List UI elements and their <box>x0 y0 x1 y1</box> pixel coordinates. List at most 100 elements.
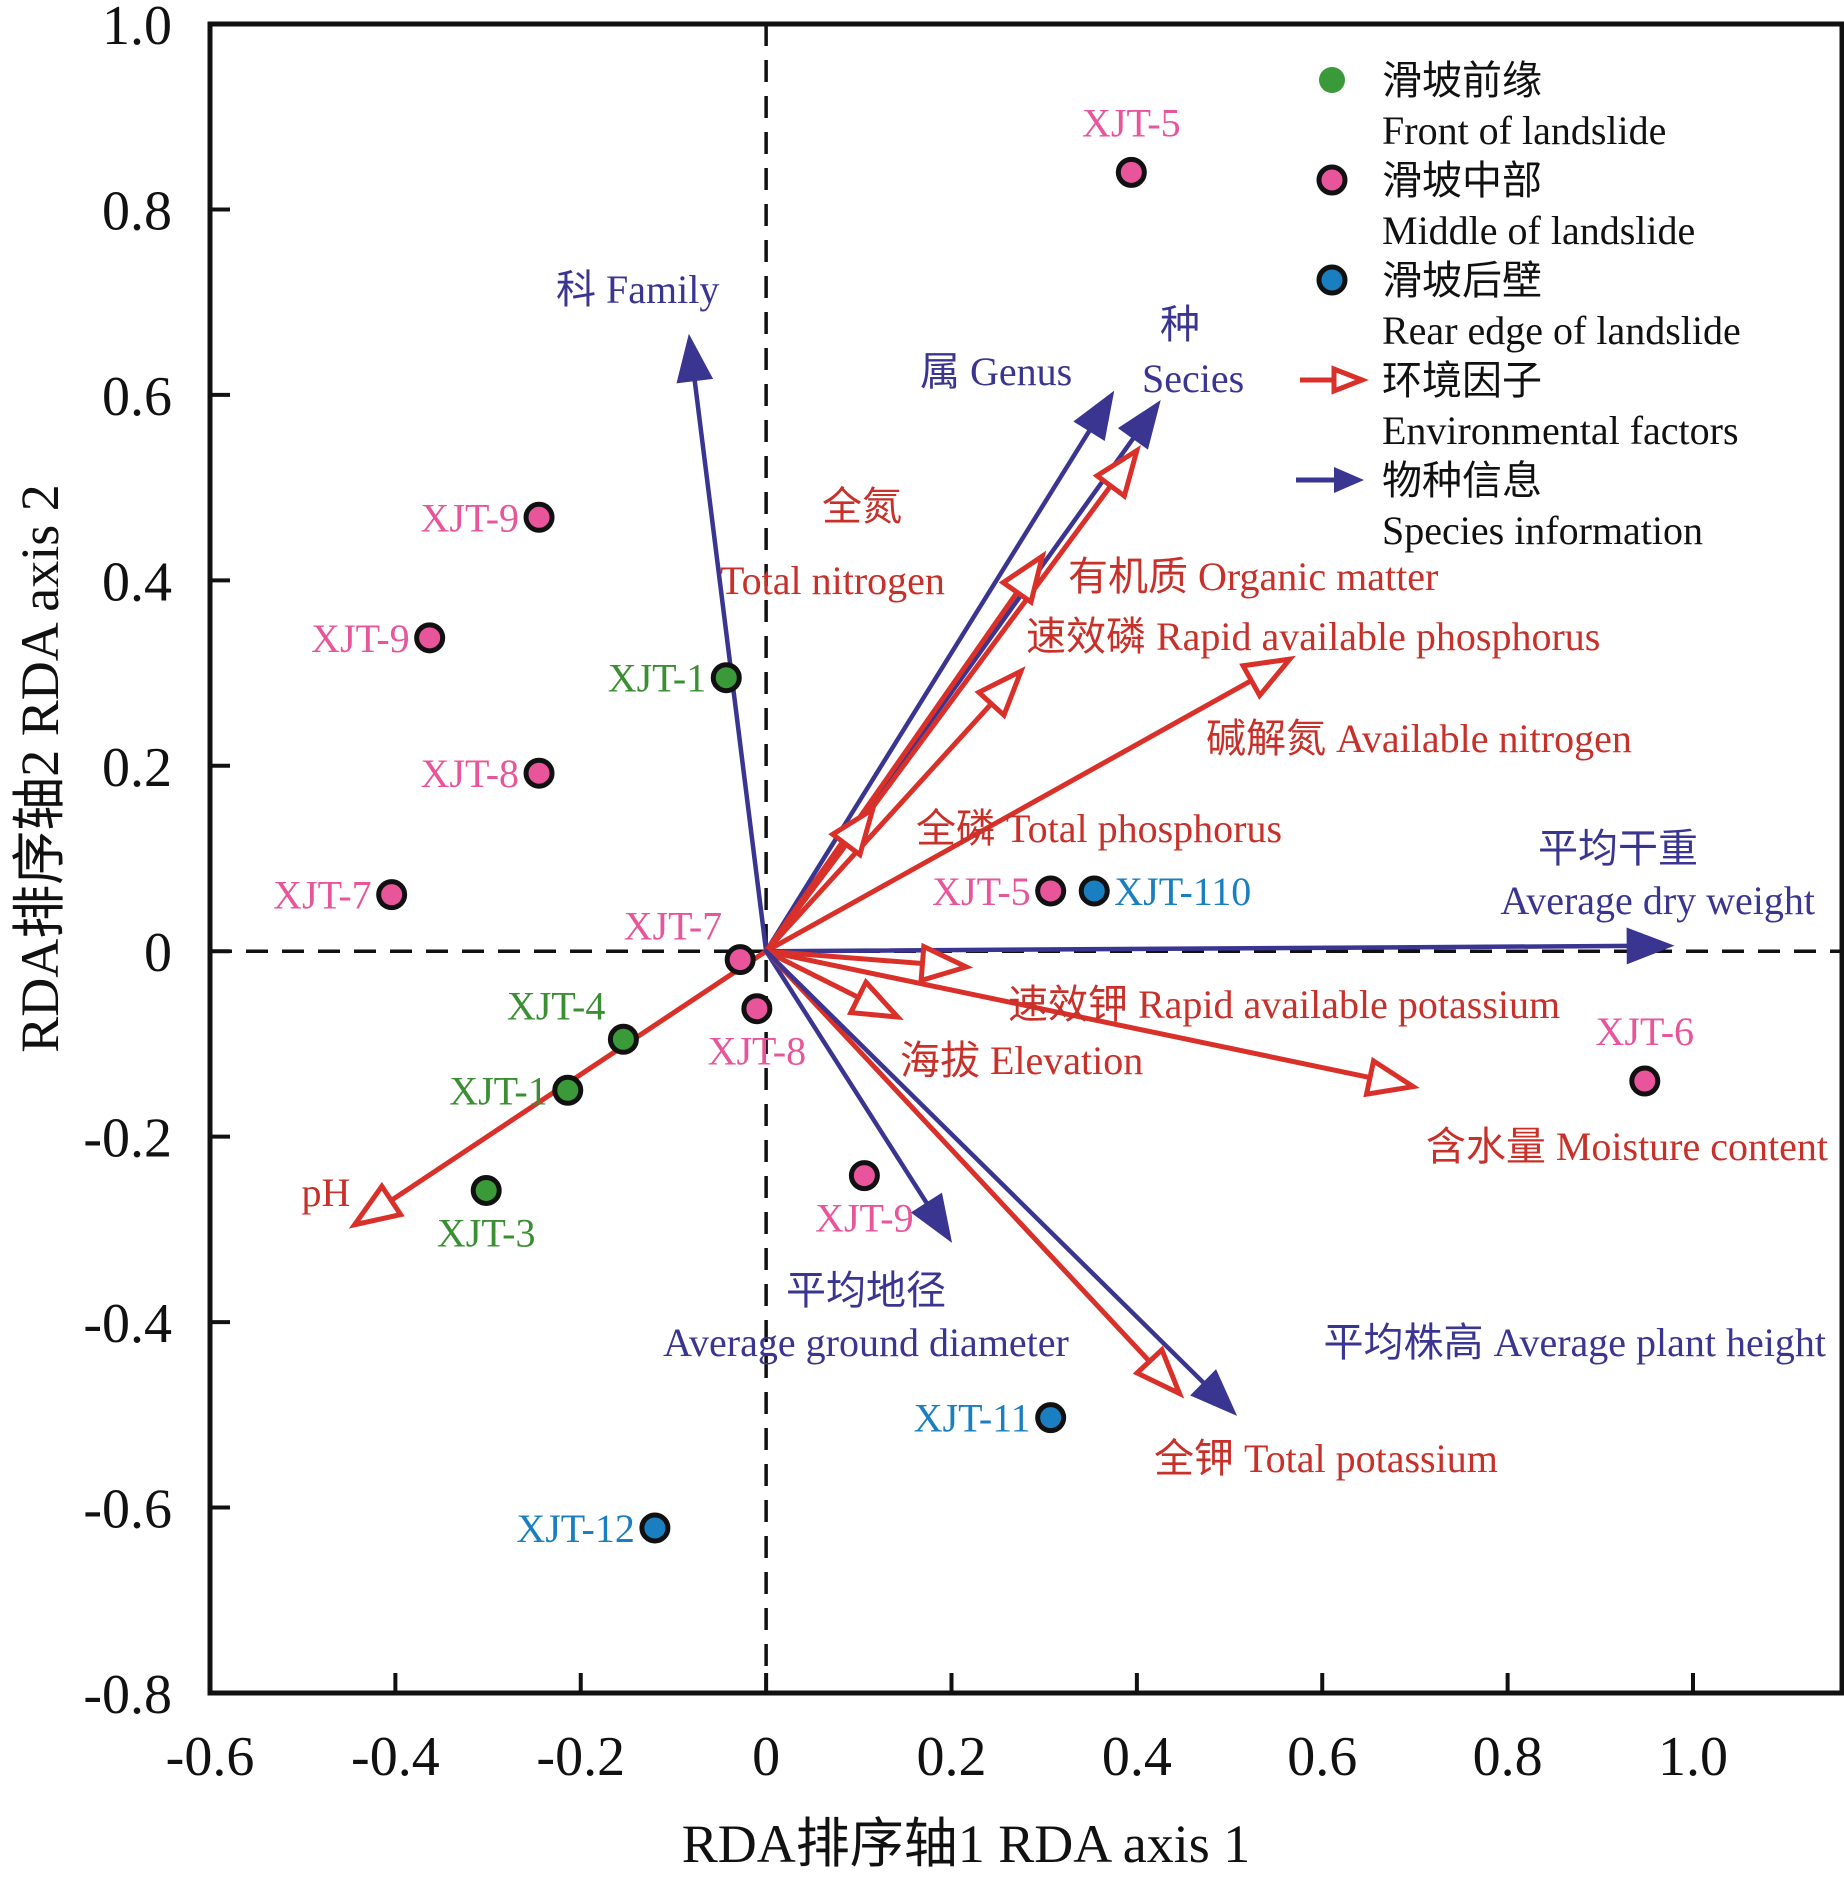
sample-label: XJT-6 <box>1596 1009 1695 1054</box>
vector-line-average-ground-diameter <box>763 948 932 1210</box>
sample-label: XJT-1 <box>449 1068 548 1113</box>
plot-frame <box>207 21 1844 1696</box>
sample-label: XJT-4 <box>507 983 606 1028</box>
y-tick-label: 0.4 <box>102 551 172 613</box>
sample-label: XJT-1 <box>608 656 707 701</box>
sample-point-xjt-5 <box>1115 156 1147 188</box>
sample-point-xjt-110 <box>1078 875 1110 907</box>
sample-point-xjt-4 <box>607 1023 639 1055</box>
legend-label-cn: 滑坡前缘 <box>1382 58 1542 103</box>
vector-line-rapid-available-phosphorus <box>763 701 994 954</box>
vector-label: Average dry weight <box>1500 878 1815 923</box>
legend-label-en: Front of landslide <box>1382 108 1666 153</box>
y-tick-label: 0 <box>144 922 172 984</box>
legend-label-cn: 物种信息 <box>1382 458 1542 503</box>
vector-line-available-nitrogen <box>763 678 1254 954</box>
legend-marker-front <box>1319 67 1345 93</box>
sample-point-xjt-12 <box>639 1512 671 1544</box>
vector-arrowhead-average-plant-height <box>1190 1369 1238 1416</box>
vector-label: Total nitrogen <box>720 558 945 603</box>
legend-marker-rear <box>1316 264 1348 296</box>
vector-label: 平均地径 <box>786 1268 946 1313</box>
vector-arrowhead-elevation <box>846 977 904 1021</box>
legend-label-cn: 环境因子 <box>1382 358 1542 403</box>
vector-line-average-dry-weight <box>763 943 1634 954</box>
x-tick-label: 1.0 <box>1658 1726 1728 1788</box>
sample-point-xjt-3 <box>470 1174 502 1206</box>
vector-line-elevation <box>763 948 861 1000</box>
vector-label: 平均干重 <box>1538 826 1698 871</box>
sample-label: XJT-11 <box>914 1396 1031 1441</box>
vector-label: 全氮 <box>822 484 902 529</box>
sample-label: XJT-5 <box>1082 100 1181 145</box>
vector-line-ph <box>388 948 769 1203</box>
vector-line-moisture-content <box>763 948 1373 1081</box>
vector-line-genus <box>763 424 1094 954</box>
sample-point-xjt-5 <box>1035 875 1067 907</box>
sample-label: XJT-8 <box>708 1029 807 1074</box>
vector-label: 种 <box>1160 302 1200 347</box>
sample-point-xjt-11 <box>1035 1402 1067 1434</box>
vector-labels: 科 Family 属 Genus 种 Secies 有机质 Organic matter… <box>302 267 1828 1481</box>
legend-label-en: Rear edge of landslide <box>1382 308 1741 353</box>
vector-label: Average ground diameter <box>663 1320 1069 1365</box>
sample-label: XJT-9 <box>311 616 410 661</box>
vector-arrowhead-average-ground-diameter <box>910 1192 953 1243</box>
vector-label: 全钾 Total potassium <box>1154 1436 1498 1481</box>
legend-label-en: Environmental factors <box>1382 408 1739 453</box>
sample-point-xjt-7 <box>376 879 408 911</box>
x-tick-label: -0.2 <box>536 1726 625 1788</box>
sample-point-xjt-9 <box>523 501 555 533</box>
sample-label: XJT-7 <box>624 904 723 949</box>
plot-border <box>207 21 1844 1696</box>
legend-marker-middle <box>1316 164 1348 196</box>
sample-label: XJT-12 <box>516 1506 635 1551</box>
legend: 滑坡前缘 Front of landslide 滑坡中部 Middle of land… <box>1296 58 1741 553</box>
legend-label-en: Species information <box>1382 508 1703 553</box>
axis-ticks: -0.6 -0.4 -0.2 0 0.2 0.4 0.6 0.8 1.0-0.8-0.6-0.4… <box>83 0 1728 1788</box>
sample-label: XJT-110 <box>1114 869 1251 914</box>
sample-points: XJT-1 XJT-4 XJT-1 XJT-3 XJT-5 XJT-9 XJT-9 XJT-8… <box>273 100 1694 1551</box>
x-tick-label: -0.6 <box>166 1726 255 1788</box>
vector-label: pH <box>302 1170 351 1215</box>
vector-label: Secies <box>1142 356 1244 401</box>
sample-point-xjt-9 <box>848 1160 880 1192</box>
sample-point-xjt-8 <box>523 757 555 789</box>
y-tick-label: 0.8 <box>102 180 172 242</box>
sample-label: XJT-7 <box>273 873 372 918</box>
x-tick-label: 0.4 <box>1102 1726 1172 1788</box>
vector-line-rapid-available-potassium <box>763 948 925 967</box>
legend-label-cn: 滑坡中部 <box>1382 158 1542 203</box>
legend-label-cn: 滑坡后壁 <box>1382 258 1542 303</box>
legend-solid-arrow-icon <box>1334 467 1364 493</box>
sample-point-xjt-1 <box>710 662 742 694</box>
sample-point-xjt-6 <box>1629 1065 1661 1097</box>
x-axis-title: RDA排序轴1 RDA axis 1 <box>682 1814 1251 1874</box>
y-axis-title: RDA排序轴2 RDA axis 2 <box>10 484 70 1053</box>
x-tick-label: 0.6 <box>1287 1726 1357 1788</box>
vector-arrowhead-total-nitrogen <box>998 550 1047 607</box>
vector-arrowhead-total-phosphorus <box>828 803 877 859</box>
y-tick-label: 0.6 <box>102 366 172 428</box>
sample-point-xjt-7 <box>724 944 756 976</box>
vectors <box>348 333 1675 1416</box>
y-tick-label: 0.2 <box>102 737 172 799</box>
vector-arrowhead-moisture-content <box>1363 1056 1420 1098</box>
y-tick-label: -0.6 <box>83 1479 172 1541</box>
vector-arrowhead-family <box>676 333 714 384</box>
vector-line-average-plant-height <box>763 948 1209 1389</box>
vector-arrowhead-genus <box>1073 390 1115 442</box>
vector-arrowhead-available-nitrogen <box>1239 655 1296 700</box>
y-tick-label: 1.0 <box>102 0 172 57</box>
vector-label: 科 Family <box>556 267 719 312</box>
legend-label-en: Middle of landslide <box>1382 208 1695 253</box>
vector-arrowhead-total-potassium <box>1132 1345 1185 1399</box>
sample-label: XJT-5 <box>932 869 1031 914</box>
y-tick-label: -0.4 <box>83 1293 172 1355</box>
sample-point-xjt-9 <box>414 622 446 654</box>
vector-label: 速效磷 Rapid available phosphorus <box>1026 614 1600 659</box>
zero-lines <box>210 24 1842 1693</box>
vector-label: 平均株高 Average plant height <box>1324 1320 1826 1365</box>
vector-label: 有机质 Organic matter <box>1068 554 1438 599</box>
